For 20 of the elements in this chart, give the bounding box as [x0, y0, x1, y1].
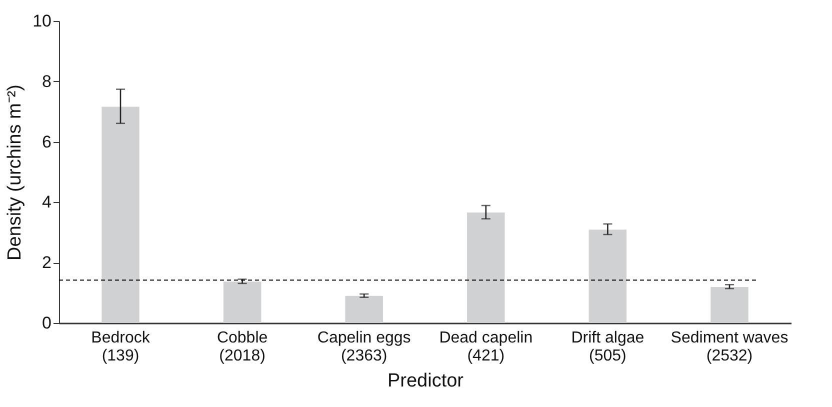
bar — [345, 296, 383, 323]
x-tick-label: Cobble (2018) — [216, 330, 268, 364]
x-tick-label: Capelin eggs (2363) — [317, 330, 411, 364]
y-tick-label: 6 — [42, 132, 52, 152]
y-tick-label: 0 — [42, 314, 52, 332]
bar — [710, 287, 748, 323]
x-tick-label: Dead capelin (421) — [439, 330, 533, 364]
y-tick-label: 4 — [42, 192, 52, 212]
bar — [467, 212, 505, 323]
x-tick-label: Drift algae (505) — [571, 330, 644, 364]
x-tick-label: Sediment waves (2532) — [670, 330, 788, 364]
y-tick-label: 2 — [42, 253, 52, 272]
bar — [588, 230, 627, 323]
y-axis-title: Density (urchins m⁻²) — [4, 84, 26, 260]
x-axis-title: Predictor — [387, 370, 464, 392]
x-tick-label: Bedrock (139) — [91, 330, 151, 364]
bar — [102, 106, 140, 323]
y-tick-label: 8 — [42, 72, 52, 91]
bar — [223, 282, 262, 323]
y-tick-label: 10 — [32, 12, 52, 30]
